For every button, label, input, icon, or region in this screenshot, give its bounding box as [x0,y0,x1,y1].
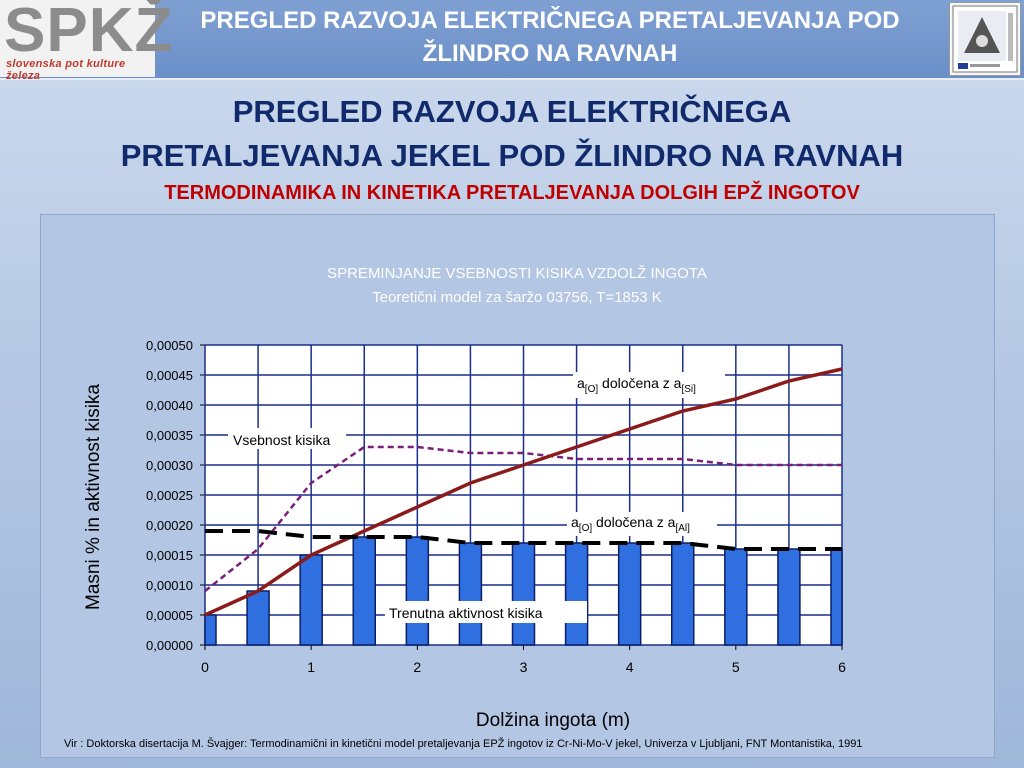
bar [777,548,801,646]
y-tick-label: 0,00000 [146,638,193,653]
annotation-al: a[O] določena z a[Al] [571,514,690,534]
x-tick-label: 5 [732,659,740,675]
x-tick-label: 3 [520,659,528,675]
bar [405,536,430,646]
annotation-box [385,601,587,623]
slide-title-line2: PRETALJEVANJA JEKEL POD ŽLINDRO NA RAVNA… [120,138,904,173]
x-axis-label: Dolžina ingota (m) [476,710,630,731]
annotation-vsebnost: Vsebnost kisika [233,432,330,448]
annotation-al-sub2: [Al] [675,523,690,534]
annotation-si-sub1: [O] [585,384,599,395]
x-tick-label: 0 [201,659,209,675]
slide-subtitle: TERMODINAMIKA IN KINETIKA PRETALJEVANJA … [164,182,860,204]
header-title-line1: PREGLED RAZVOJA ELEKTRIČNEGA PRETALJEVAN… [200,7,900,34]
y-tick-label: 0,00005 [146,608,193,623]
y-axis-label: Masni % in aktivnost kisika [83,384,104,610]
x-tick-label: 4 [626,659,634,675]
eu-badge-icon [949,2,1021,76]
annotation-si-main: a [577,375,585,391]
bar [724,548,748,646]
source-citation: Vir : Doktorska disertacija M. Švajger: … [64,738,863,750]
logo-letters: SPKŽ [4,0,174,65]
x-tick-label: 6 [838,659,846,675]
y-tick-label: 0,00010 [146,578,193,593]
chart-subtitle: Teoretični model za šaržo 03756, T=1853 … [372,289,661,306]
y-tick-label: 0,00015 [146,548,193,563]
y-tick-label: 0,00025 [146,488,193,503]
y-tick-label: 0,00050 [146,338,193,353]
annotation-al-mid: določena z a [592,514,675,530]
annotation-box [228,428,346,449]
annotation-si: a[O] določena z a[Si] [577,375,696,395]
annotation-aktivnost: Trenutna aktivnost kisika [389,605,543,621]
spkz-logo: SPKŽ slovenska pot kulture železa [0,0,172,82]
chart-title: SPREMINJANJE VSEBNOSTI KISIKA VZDOLŽ ING… [327,265,707,282]
bar [299,554,323,646]
slide-title: PREGLED RAZVOJA ELEKTRIČNEGA PRETALJEVAN… [0,90,1024,178]
y-tick-label: 0,00045 [146,368,193,383]
header-title-line2: ŽLINDRO NA RAVNAH [422,40,678,67]
header-title: PREGLED RAZVOJA ELEKTRIČNEGA PRETALJEVAN… [165,4,935,70]
bar [617,542,642,646]
annotation-al-main: a [571,514,579,530]
x-tick-label: 2 [413,659,421,675]
x-tick-label: 1 [307,659,315,675]
y-tick-label: 0,00040 [146,398,193,413]
y-tick-label: 0,00035 [146,428,193,443]
series-line-2 [204,367,843,617]
bar [458,542,483,646]
bar [564,542,589,646]
annotation-box [573,372,725,398]
bar [671,542,695,646]
bar [830,548,843,646]
bar [511,542,536,646]
annotation-si-mid: določena z a [598,375,681,391]
header-bar: SPKŽ slovenska pot kulture železa PREGLE… [0,0,1024,82]
annotation-box [567,512,717,536]
y-tick-label: 0,00030 [146,458,193,473]
annotation-si-sub2: [Si] [681,384,696,395]
bar [204,614,217,646]
bar [246,590,270,646]
y-tick-label: 0,00020 [146,518,193,533]
bar [352,536,376,646]
logo-subtitle: slovenska pot kulture železa [6,58,126,82]
slide-title-line1: PREGLED RAZVOJA ELEKTRIČNEGA [232,94,792,129]
series-line-1 [204,445,842,592]
annotation-al-sub1: [O] [579,523,593,534]
